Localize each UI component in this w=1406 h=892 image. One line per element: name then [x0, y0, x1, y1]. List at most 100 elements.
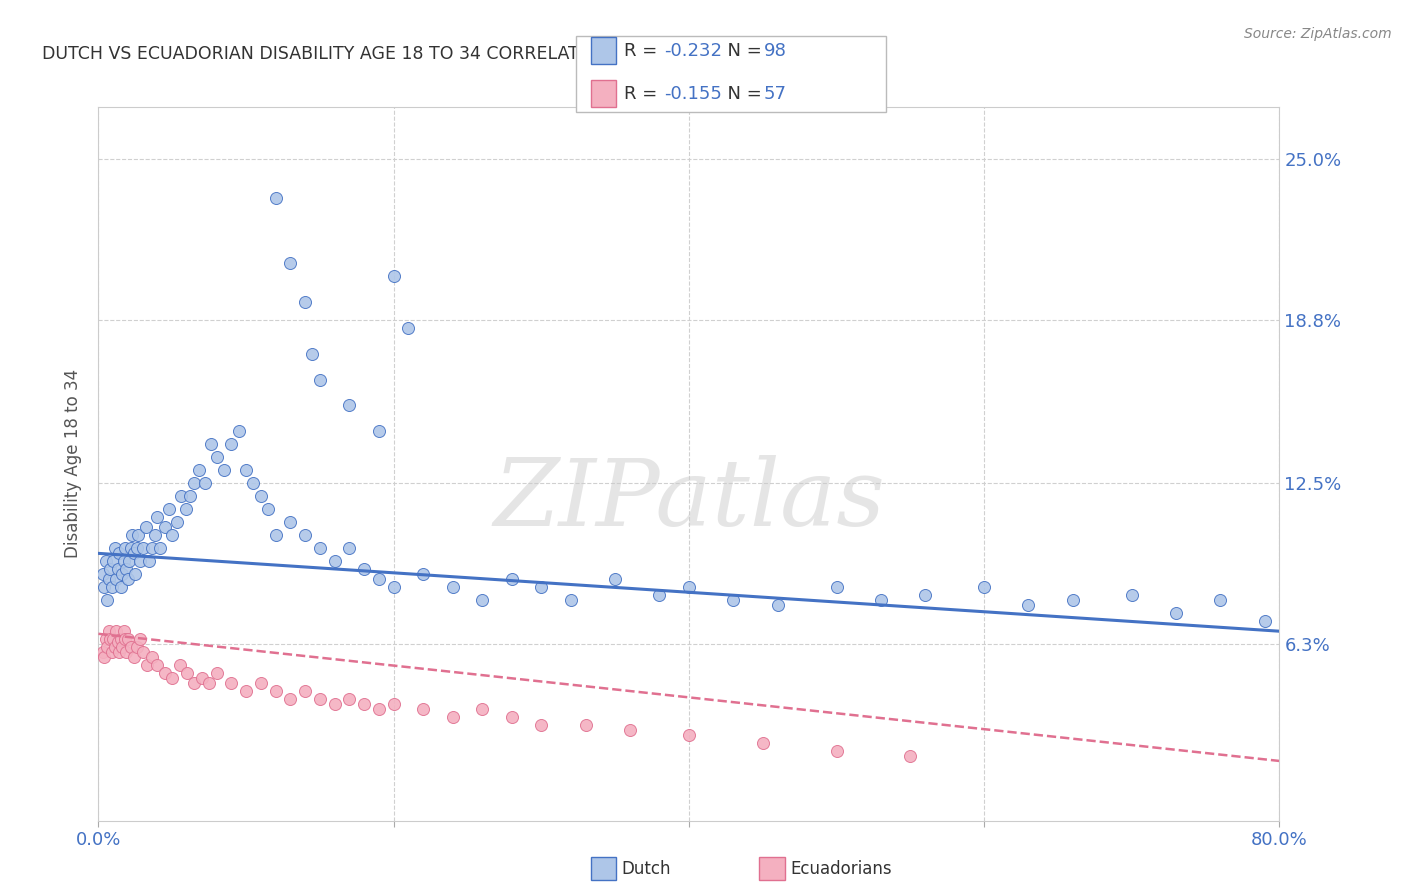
Point [112, 624, 135, 639]
Point [212, 463, 235, 477]
Point [235, 684, 257, 698]
Point [605, 572, 627, 586]
Point [120, 541, 142, 556]
Point [117, 632, 139, 646]
Point [118, 554, 141, 568]
Point [93, 580, 115, 594]
Point [169, 657, 191, 672]
Point [141, 541, 163, 556]
Point [441, 710, 464, 724]
Point [205, 665, 228, 680]
Point [120, 640, 142, 654]
Point [157, 502, 180, 516]
Point [112, 554, 135, 568]
Point [114, 632, 136, 646]
Point [100, 580, 122, 594]
Point [301, 346, 323, 360]
Point [132, 541, 155, 556]
Text: Ecuadorians: Ecuadorians [790, 860, 891, 878]
Point [107, 634, 129, 648]
Point [138, 554, 160, 568]
Point [111, 567, 134, 582]
Point [280, 691, 302, 706]
Text: N =: N = [716, 85, 768, 103]
Point [114, 541, 136, 556]
Point [128, 554, 150, 568]
Point [368, 702, 391, 716]
Point [143, 528, 166, 542]
Point [198, 676, 221, 690]
Point [257, 502, 280, 516]
Point [825, 743, 848, 757]
Point [110, 632, 132, 646]
Point [368, 425, 391, 439]
Point [103, 554, 125, 568]
Point [100, 645, 122, 659]
Text: -0.232: -0.232 [664, 42, 721, 60]
Point [110, 580, 132, 594]
Point [294, 528, 316, 542]
Point [98, 632, 121, 646]
Point [560, 593, 582, 607]
Point [323, 697, 346, 711]
Point [1166, 606, 1188, 620]
Point [146, 657, 169, 672]
Point [228, 425, 250, 439]
Point [91, 567, 114, 582]
Point [174, 502, 197, 516]
Point [1254, 614, 1277, 628]
Point [530, 580, 553, 594]
Point [115, 645, 138, 659]
Point [108, 546, 131, 560]
Point [752, 736, 775, 750]
Text: 57: 57 [763, 85, 786, 103]
Point [191, 671, 214, 685]
Point [678, 580, 700, 594]
Point [1209, 593, 1232, 607]
Point [127, 528, 149, 542]
Point [723, 593, 745, 607]
Point [501, 572, 523, 586]
Point [900, 748, 922, 763]
Point [221, 437, 243, 451]
Point [162, 528, 183, 542]
Point [205, 450, 228, 465]
Point [619, 723, 641, 737]
Point [194, 476, 217, 491]
Point [96, 593, 118, 607]
Point [108, 645, 131, 659]
Point [128, 632, 150, 646]
Point [122, 546, 145, 560]
Point [973, 580, 995, 594]
Point [309, 372, 332, 386]
Point [471, 702, 494, 716]
Point [368, 572, 391, 586]
Point [1121, 588, 1143, 602]
Point [97, 624, 120, 639]
Point [242, 476, 264, 491]
Point [382, 268, 405, 283]
Point [382, 697, 405, 711]
Point [1018, 599, 1040, 613]
Point [501, 710, 523, 724]
Point [183, 476, 205, 491]
Point [471, 593, 494, 607]
Point [294, 294, 316, 309]
Point [530, 717, 553, 731]
Point [103, 632, 125, 646]
Point [1062, 593, 1084, 607]
Point [183, 676, 205, 690]
Point [132, 645, 155, 659]
Point [309, 691, 332, 706]
Point [94, 554, 117, 568]
Point [111, 640, 134, 654]
Point [353, 697, 375, 711]
Point [179, 489, 201, 503]
Text: Dutch: Dutch [621, 860, 671, 878]
Text: N =: N = [716, 42, 768, 60]
Point [221, 676, 243, 690]
Point [153, 520, 176, 534]
Y-axis label: Disability Age 18 to 34: Disability Age 18 to 34 [65, 369, 83, 558]
Point [162, 671, 183, 685]
Text: Source: ZipAtlas.com: Source: ZipAtlas.com [1244, 27, 1392, 41]
